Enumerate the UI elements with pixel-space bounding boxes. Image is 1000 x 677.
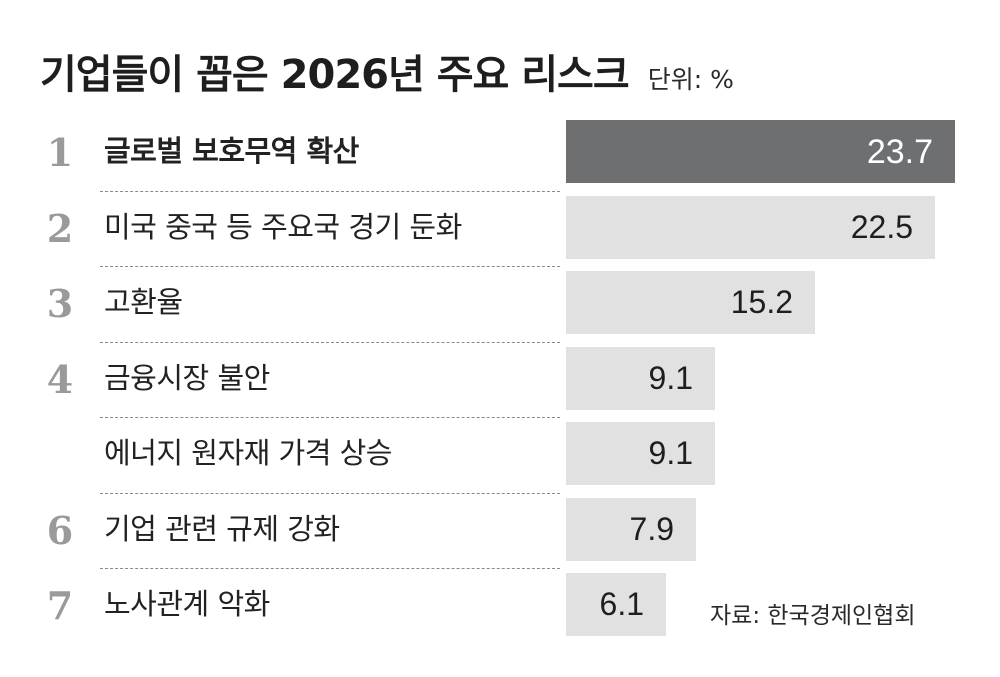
value-label: 9.1: [648, 359, 693, 396]
bar: [566, 497, 696, 561]
category-label: 노사관계 악화: [104, 587, 270, 621]
title-row: 기업들이 꼽은 2026년 주요 리스크 단위: %: [40, 42, 734, 100]
source-note: 자료: 한국경제인협회: [710, 603, 916, 629]
row-divider: [100, 417, 560, 418]
rank-number: 2: [46, 205, 74, 251]
value-label: 23.7: [866, 133, 933, 171]
bar: [566, 346, 715, 410]
bar: [566, 573, 666, 636]
bar: [566, 422, 715, 485]
category-label: 미국 중국 등 주요국 경기 둔화: [104, 209, 462, 244]
value-label: 9.1: [648, 435, 693, 471]
rank-number: 3: [46, 281, 74, 326]
row-divider: [100, 568, 560, 569]
category-label: 기업 관련 규제 강화: [104, 511, 340, 546]
row-divider: [100, 190, 560, 192]
bar: [566, 195, 935, 259]
category-label: 고환율: [104, 285, 183, 319]
row-divider: [100, 341, 560, 343]
category-label: 에너지 원자재 가격 상승: [104, 436, 392, 470]
value-label: 7.9: [629, 510, 674, 547]
value-label: 15.2: [730, 284, 793, 320]
bar: [566, 271, 815, 334]
row-divider: [100, 492, 560, 494]
rank-number: 1: [46, 130, 74, 175]
rank-number: 6: [46, 507, 74, 553]
value-label: 22.5: [850, 208, 913, 245]
unit-label: 단위: %: [647, 65, 734, 94]
rank-number: 4: [46, 356, 74, 402]
bar: [566, 120, 955, 183]
value-label: 6.1: [599, 586, 644, 622]
chart-title: 기업들이 꼽은 2026년 주요 리스크: [40, 52, 630, 98]
row-divider: [100, 266, 560, 267]
category-label: 글로벌 보호무역 확산: [104, 134, 359, 168]
rank-number: 7: [46, 583, 74, 628]
category-label: 금융시장 불안: [104, 360, 270, 395]
